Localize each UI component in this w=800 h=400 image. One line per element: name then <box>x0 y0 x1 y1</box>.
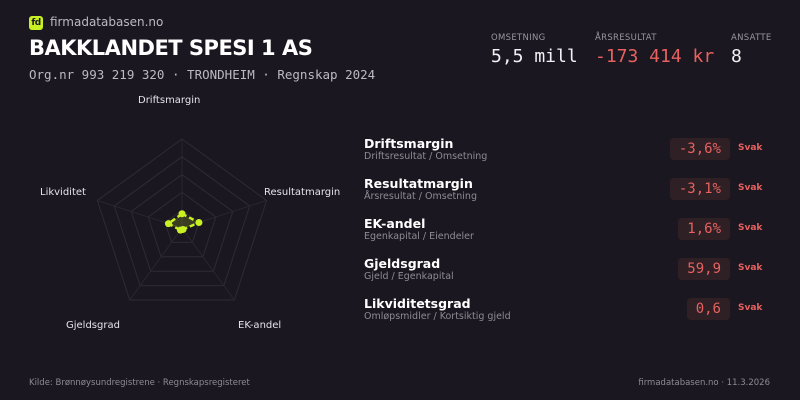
stat-label-revenue: OMSETNING <box>491 33 546 43</box>
radar-data-point <box>178 210 186 218</box>
radar-axis-label: Likviditet <box>40 187 86 198</box>
rating-badge: Svak <box>738 303 763 313</box>
company-name: BAKKLANDET SPESI 1 AS <box>29 36 313 60</box>
metric-name: Likviditetsgrad <box>364 296 471 311</box>
metric-formula: Driftsresultat / Omsetning <box>364 151 488 162</box>
rating-badge: Svak <box>738 263 763 273</box>
metric-value: 0,6 <box>686 298 730 320</box>
stat-label-employees: ANSATTE <box>731 33 772 43</box>
radar-axis-label: Driftsmargin <box>138 95 201 106</box>
radar-data-point <box>164 220 172 228</box>
radar-axis-line <box>129 227 183 301</box>
radar-data-point <box>195 218 203 226</box>
radar-axis-label: Resultatmargin <box>264 187 341 198</box>
metric-value: 59,9 <box>678 258 730 280</box>
company-subtitle: Org.nr 993 219 320 · TRONDHEIM · Regnska… <box>29 67 376 82</box>
metric-value: -3,6% <box>669 138 730 160</box>
site-name[interactable]: firmadatabasen.no <box>50 15 164 29</box>
metric-formula: Omløpsmidler / Kortsiktig gjeld <box>364 311 511 322</box>
metric-name: Gjeldsgrad <box>364 256 441 271</box>
radar-data-area <box>166 212 202 232</box>
radar-axis-label: EK-andel <box>238 320 282 331</box>
radar-data-point <box>176 226 184 234</box>
radar-axis-line <box>181 227 235 301</box>
metric-name: EK-andel <box>364 216 426 231</box>
radar-grid-ring <box>113 156 251 287</box>
stat-value-employees: 8 <box>731 46 742 67</box>
radar-grid-ring <box>130 173 234 272</box>
stat-value-revenue: 5,5 mill <box>491 46 578 67</box>
metric-formula: Gjeld / Egenkapital <box>364 271 454 282</box>
metric-name: Driftsmargin <box>364 136 454 151</box>
radar-chart <box>96 138 268 301</box>
metric-value: 1,6% <box>678 218 730 240</box>
metric-formula: Årsresultat / Omsetning <box>364 191 477 202</box>
metric-name: Resultatmargin <box>364 176 473 191</box>
rating-badge: Svak <box>738 183 763 193</box>
radar-axis-label: Gjeldsgrad <box>66 320 120 331</box>
footer-source: Kilde: Brønnøysundregistrene · Regnskaps… <box>29 378 250 388</box>
logo-icon: fd <box>29 16 43 30</box>
footer-site-date: firmadatabasen.no · 11.3.2026 <box>638 378 770 388</box>
metric-value: -3,1% <box>669 178 730 200</box>
stat-value-result: -173 414 kr <box>595 46 715 67</box>
stat-label-result: ÅRSRESULTAT <box>595 33 657 43</box>
metric-formula: Egenkapital / Eiendeler <box>364 231 474 242</box>
rating-badge: Svak <box>738 223 763 233</box>
radar-grid-ring <box>147 191 217 258</box>
rating-badge: Svak <box>738 143 763 153</box>
radar-grid-ring <box>96 138 268 301</box>
